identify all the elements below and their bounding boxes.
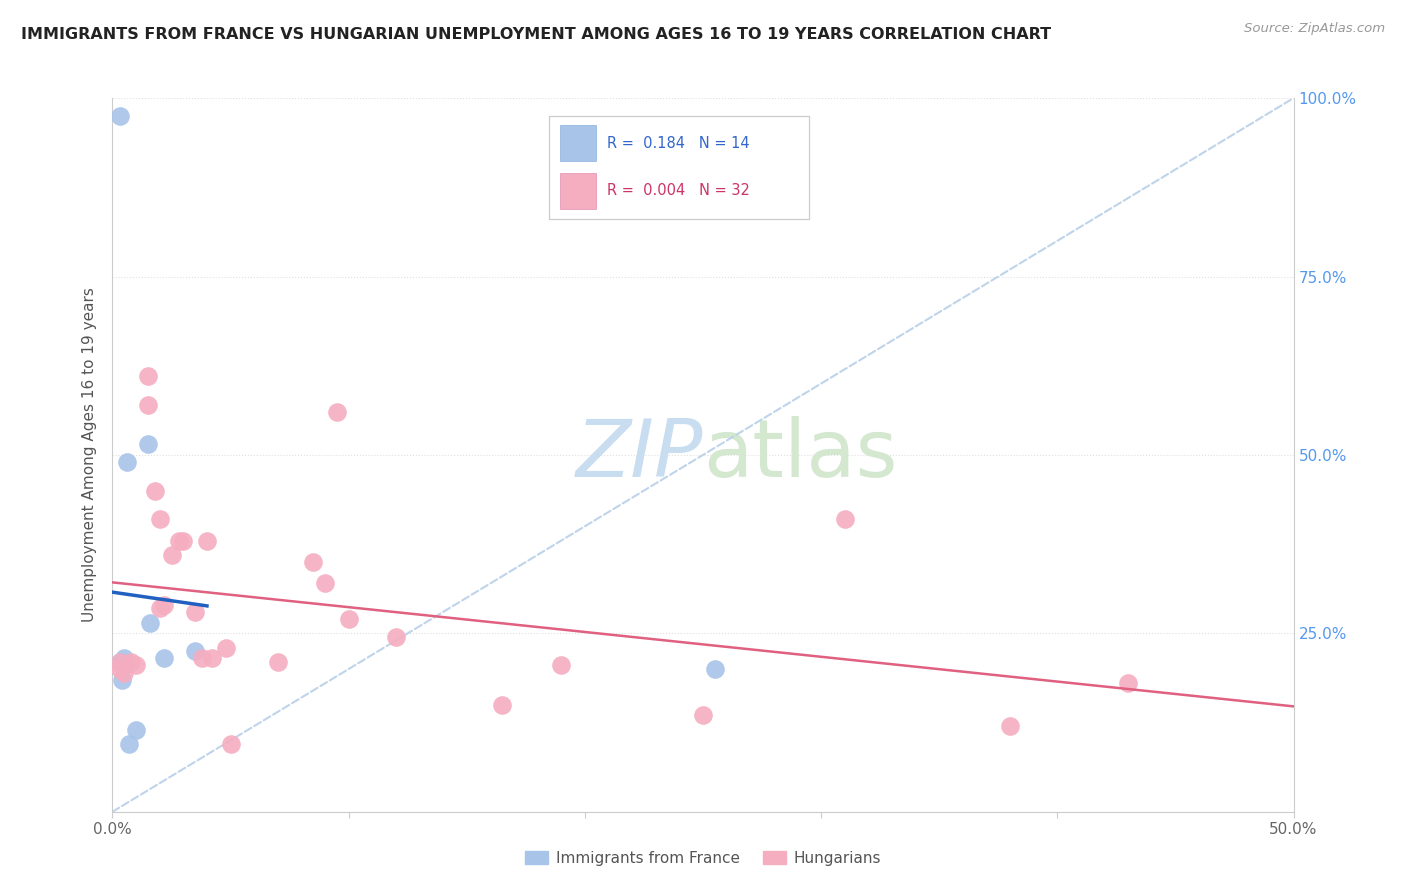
Legend: Immigrants from France, Hungarians: Immigrants from France, Hungarians (519, 845, 887, 871)
Point (112, 658, 135, 673)
Point (139, 615, 162, 630)
Point (184, 605, 207, 619)
Point (108, 662, 131, 676)
Point (834, 512, 856, 526)
Point (550, 658, 572, 673)
Point (108, 109, 131, 123)
Point (998, 719, 1021, 733)
Point (385, 630, 408, 644)
Point (112, 665, 135, 680)
Point (326, 405, 349, 419)
Point (491, 698, 513, 712)
Point (111, 655, 134, 669)
Text: ZIP: ZIP (575, 416, 703, 494)
Point (115, 455, 138, 469)
Point (692, 708, 714, 723)
Point (149, 512, 172, 526)
Point (112, 651, 135, 665)
Point (219, 737, 242, 751)
Point (118, 737, 141, 751)
Point (153, 598, 176, 612)
Text: IMMIGRANTS FROM FRANCE VS HUNGARIAN UNEMPLOYMENT AMONG AGES 16 TO 19 YEARS CORRE: IMMIGRANTS FROM FRANCE VS HUNGARIAN UNEM… (21, 27, 1052, 42)
Point (195, 533, 218, 548)
Point (136, 398, 159, 412)
Point (125, 723, 148, 737)
Point (215, 640, 238, 655)
Point (108, 655, 131, 669)
Point (153, 651, 176, 665)
Y-axis label: Unemployment Among Ages 16 to 19 years: Unemployment Among Ages 16 to 19 years (82, 287, 97, 623)
Point (125, 658, 148, 673)
Point (191, 651, 214, 665)
Point (172, 533, 194, 548)
Point (337, 612, 360, 626)
Point (201, 651, 224, 665)
Point (184, 644, 207, 658)
Text: atlas: atlas (703, 416, 897, 494)
Point (1116, 676, 1139, 690)
Point (149, 601, 172, 615)
Point (120, 655, 142, 669)
Point (302, 555, 325, 569)
Point (111, 673, 134, 687)
Point (160, 548, 183, 562)
Point (143, 483, 166, 498)
Point (314, 576, 336, 591)
Text: Source: ZipAtlas.com: Source: ZipAtlas.com (1244, 22, 1385, 36)
Point (267, 655, 290, 669)
Point (136, 369, 159, 384)
Point (703, 662, 725, 676)
Point (136, 437, 159, 451)
Point (167, 533, 190, 548)
Point (108, 655, 131, 669)
